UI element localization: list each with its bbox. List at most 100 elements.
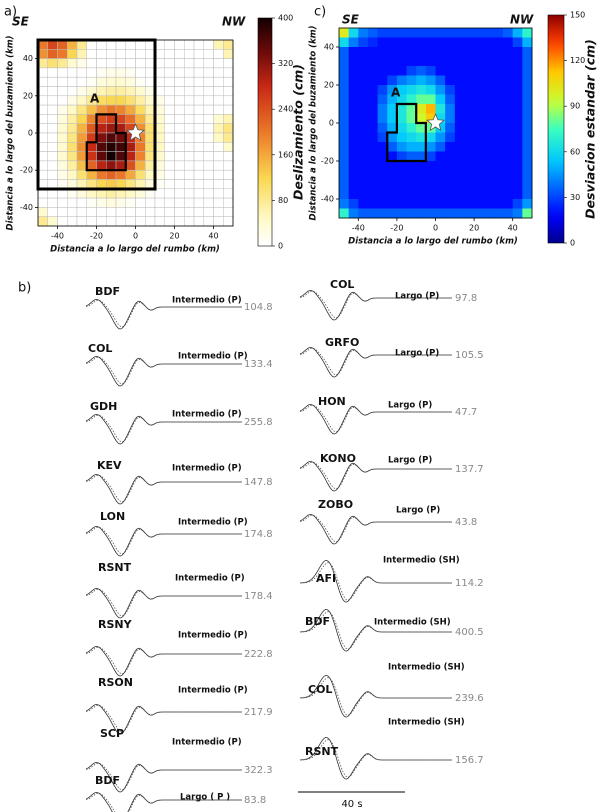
heat-cell [339, 85, 350, 95]
heat-cell [522, 199, 533, 209]
heat-cell [125, 49, 136, 59]
observed-trace [85, 791, 242, 812]
heat-cell [416, 75, 427, 86]
heat-cell [406, 104, 417, 114]
observed-trace [299, 460, 452, 492]
observed-trace [299, 346, 452, 378]
heat-cell [174, 216, 185, 227]
heat-cell [387, 37, 398, 48]
phase-label: Intermedio (P) [178, 518, 248, 528]
heat-cell [435, 66, 446, 76]
colorbar-label: Desviacion estandar (cm) [583, 39, 598, 219]
heat-cell [115, 132, 126, 143]
heat-cell [135, 169, 146, 180]
heat-cell [435, 151, 446, 162]
fit-value: 114.2 [455, 578, 484, 589]
heat-cell [47, 58, 58, 69]
heat-cell [416, 47, 427, 57]
station-label: ZOBO [318, 498, 353, 511]
heat-cell [503, 113, 514, 124]
heat-cell [406, 94, 417, 105]
heat-cell [57, 216, 68, 227]
heat-cell [445, 113, 456, 124]
heat-cell [135, 114, 146, 124]
heat-cell [193, 132, 204, 143]
heat-cell [106, 76, 117, 87]
heat-cell [474, 208, 485, 219]
fit-value: 322.3 [244, 765, 273, 776]
heat-cell [474, 199, 485, 209]
heat-cell [339, 28, 350, 38]
heat-cell [377, 123, 388, 133]
station-label: BDF [95, 774, 120, 787]
heat-cell [522, 56, 533, 67]
heat-cell [184, 179, 195, 190]
heat-cell [223, 95, 234, 106]
heat-cell [184, 142, 195, 152]
heat-cell [454, 151, 465, 162]
heat-cell [86, 160, 97, 171]
heat-cell [416, 199, 427, 209]
heat-cell [96, 179, 107, 190]
heat-cell [47, 142, 58, 152]
heat-cell [454, 113, 465, 124]
heat-cell [425, 180, 436, 190]
heat-cell [339, 37, 350, 48]
x-tick-label: 40 [508, 224, 518, 233]
heat-cell [213, 207, 224, 217]
colorbar-tick-label: 240 [278, 105, 293, 114]
heat-cell [416, 94, 427, 105]
heat-cell [358, 170, 369, 181]
heat-cell [358, 66, 369, 76]
heat-cell [67, 132, 78, 143]
heat-cell [435, 161, 446, 171]
heat-cell [339, 170, 350, 181]
heat-cell [358, 123, 369, 133]
heat-cell [213, 86, 224, 97]
heat-cell [474, 180, 485, 190]
heat-cell [512, 161, 523, 171]
heat-cell [425, 104, 436, 114]
heat-cell [86, 179, 97, 190]
colorbar-tick-label: 120 [570, 56, 585, 65]
heat-cell [522, 37, 533, 48]
heat-cell [86, 76, 97, 87]
heat-cell [223, 169, 234, 180]
heat-cell [493, 37, 504, 48]
heat-cell [503, 180, 514, 190]
heat-cell [454, 104, 465, 114]
heat-cell [396, 132, 407, 143]
heat-cell [348, 94, 359, 105]
heat-cell [483, 28, 494, 38]
heat-cell [174, 132, 185, 143]
heat-cell [203, 95, 214, 106]
heat-cell [445, 28, 456, 38]
fit-value: 174.8 [244, 529, 273, 540]
heat-cell [174, 104, 185, 115]
heat-cell [223, 114, 234, 124]
heat-cell [416, 113, 427, 124]
heat-cell [416, 142, 427, 152]
heat-cell [503, 132, 514, 143]
heat-cell [47, 207, 58, 217]
heat-cell [454, 123, 465, 133]
heat-cell [367, 94, 378, 105]
heat-cell [503, 170, 514, 181]
heat-cell [125, 104, 136, 115]
heat-cell [406, 56, 417, 67]
heat-cell [464, 75, 475, 86]
heat-cell [37, 216, 48, 227]
heat-cell [512, 66, 523, 76]
heat-cell [348, 85, 359, 95]
heat-cell [483, 180, 494, 190]
heat-cell [377, 132, 388, 143]
heat-cell [76, 160, 87, 171]
heat-cell [464, 66, 475, 76]
heat-cell [184, 104, 195, 115]
heat-cell [503, 104, 514, 114]
heat-cell [522, 208, 533, 219]
heat-cell [522, 104, 533, 114]
heat-cell [445, 151, 456, 162]
heat-cell [445, 94, 456, 105]
heat-cell [193, 49, 204, 59]
